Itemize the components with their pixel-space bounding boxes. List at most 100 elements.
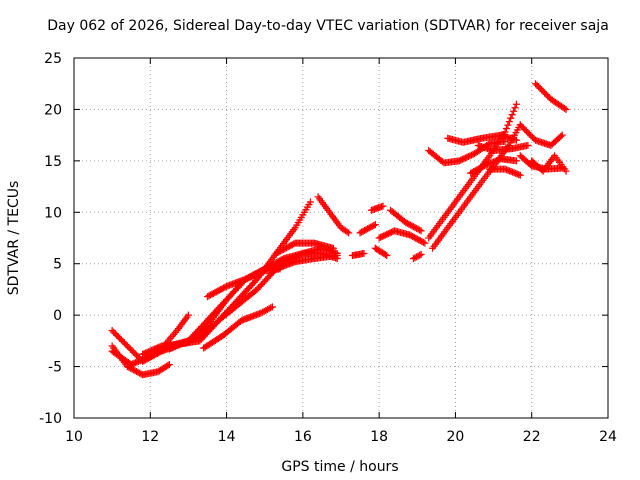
data-point-marker [467,151,475,159]
data-point-marker [377,233,385,241]
data-point-marker [501,128,509,136]
data-point-marker [413,235,421,243]
data-point-marker [110,328,118,336]
data-point-marker [136,369,144,377]
data-series-track [528,152,570,175]
data-point-marker [541,89,549,97]
data-point-marker [386,229,394,237]
data-point-marker [375,234,383,242]
data-point-marker [416,237,424,245]
data-series-track [409,250,425,263]
data-point-marker [361,226,369,234]
data-point-marker [381,251,389,259]
y-tick-label: 25 [44,51,62,67]
data-point-marker [461,154,469,162]
data-point-marker [133,351,141,359]
data-point-marker [421,239,429,247]
data-point-marker [345,229,353,237]
x-tick-label: 22 [523,429,541,445]
data-series-track [272,239,337,257]
data-point-marker [416,226,424,234]
data-point-marker [510,107,518,115]
y-tick-label: 10 [44,205,62,221]
data-point-marker [561,104,569,112]
data-point-marker [527,132,535,140]
data-point-marker [476,164,484,172]
data-point-marker [133,368,141,376]
data-point-marker [505,118,513,126]
data-point-marker [116,334,124,342]
data-point-marker [463,153,471,161]
data-point-marker [371,221,379,229]
data-series-track [108,342,173,379]
data-point-marker [131,367,139,375]
data-point-marker [533,81,541,89]
data-point-marker [358,228,366,236]
data-point-marker [130,366,138,374]
data-point-marker [562,167,570,175]
data-point-marker [521,125,529,133]
data-point-marker [409,223,417,231]
data-point-marker [126,364,134,372]
data-point-marker [458,155,466,163]
data-point-marker [474,165,482,173]
data-point-marker [402,219,410,227]
data-point-marker [122,340,130,348]
chart-title: Day 062 of 2026, Sidereal Day-to-day VTE… [47,18,609,34]
data-point-marker [403,219,411,227]
data-point-marker [379,202,387,210]
data-series-track [371,244,391,259]
data-point-marker [460,155,468,163]
data-point-marker [306,198,314,206]
data-point-marker [267,304,275,312]
data-point-marker [516,121,524,129]
data-point-marker [413,253,421,261]
x-axis-label: GPS time / hours [281,459,398,475]
data-point-marker [473,166,481,174]
grid [74,58,608,418]
data-point-marker [184,311,192,319]
data-point-marker [464,153,472,161]
data-point-marker [410,233,418,241]
data-point-marker [455,157,463,165]
data-point-marker [522,127,530,135]
data-point-marker [479,163,487,171]
data-point-marker [387,228,395,236]
x-tick-label: 16 [294,429,312,445]
data-series-track [162,311,192,348]
data-point-marker [409,255,417,263]
data-point-marker [378,233,386,241]
data-point-marker [406,231,414,239]
y-tick-label: 0 [53,308,62,324]
data-point-marker [130,348,138,356]
data-point-marker [333,249,341,257]
data-point-marker [558,131,566,139]
data-point-marker [468,168,476,176]
data-point-marker [125,344,133,352]
data-point-marker [536,84,544,92]
x-tick-label: 14 [218,429,236,445]
data-point-marker [512,100,520,108]
data-point-marker [415,236,423,244]
x-tick-label: 10 [65,429,83,445]
data-point-marker [268,303,276,311]
data-point-marker [470,168,478,176]
data-point-marker [508,111,516,119]
data-point-marker [466,152,474,160]
data-point-marker [126,345,134,353]
plot-frame [73,57,609,419]
data-series-track [348,249,368,259]
data-point-marker [383,251,391,259]
data-point-marker [501,137,509,145]
data-series-track [375,227,429,247]
data-point-marker [413,224,421,232]
data-series-track [444,131,520,146]
data-point-marker [518,122,526,130]
y-axis-label: SDTVAR / TECUs [6,181,22,296]
data-series-track [204,265,284,301]
data-point-marker [329,244,337,252]
data-series-track [108,249,341,369]
data-series-track [387,206,425,235]
data-point-marker [381,231,389,239]
